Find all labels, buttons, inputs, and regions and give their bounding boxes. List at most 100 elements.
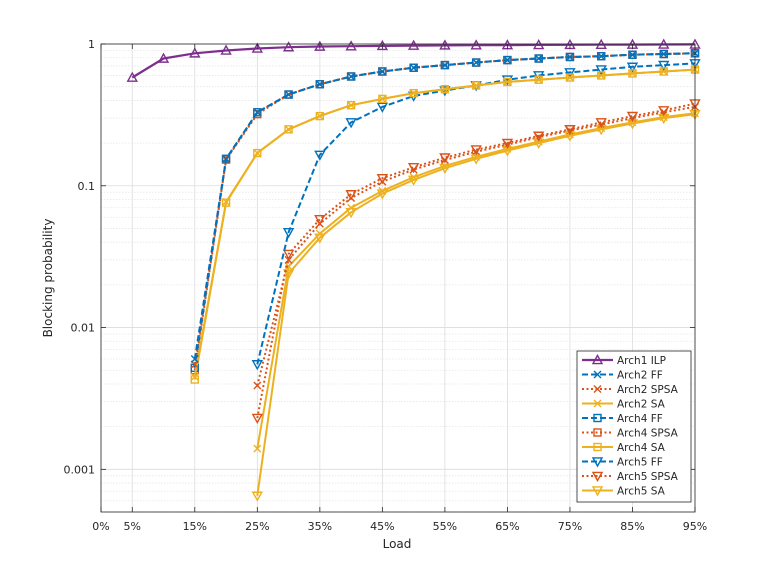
legend-marker bbox=[593, 370, 602, 379]
data-point bbox=[251, 360, 264, 371]
legend-label: Arch2 FF bbox=[617, 370, 663, 382]
data-point bbox=[439, 153, 451, 164]
legend-marker bbox=[591, 471, 604, 482]
data-point bbox=[407, 175, 420, 186]
data-point bbox=[658, 106, 670, 117]
data-point bbox=[378, 67, 387, 76]
x-tick-label: 85% bbox=[620, 520, 644, 533]
legend-label: Arch2 SA bbox=[617, 399, 666, 411]
data-point bbox=[220, 44, 232, 55]
legend-entry: Arch5 SPSA bbox=[582, 471, 679, 483]
data-point bbox=[190, 355, 199, 363]
legend-entry: Arch2 FF bbox=[582, 370, 663, 382]
data-point bbox=[532, 38, 545, 50]
x-axis-label: Load bbox=[383, 537, 412, 551]
data-point bbox=[440, 85, 449, 94]
legend-entry: Arch2 SA bbox=[582, 399, 666, 411]
data-point bbox=[251, 491, 264, 502]
data-point bbox=[345, 118, 357, 129]
legend-entry: Arch4 SA bbox=[582, 442, 666, 454]
data-point bbox=[658, 60, 670, 72]
legend-marker bbox=[593, 442, 602, 452]
tick-labels: 0% 5% 15% 25% 35% 45% 55% 65% 75% 85% 95% 0.001 0.01… bbox=[64, 38, 708, 533]
data-point bbox=[532, 131, 545, 142]
legend-label: Arch4 SPSA bbox=[617, 428, 679, 440]
data-point bbox=[347, 72, 356, 81]
data-point bbox=[190, 372, 199, 381]
data-point bbox=[439, 163, 451, 175]
x-tick-label: 95% bbox=[683, 520, 707, 533]
legend-label: Arch5 SA bbox=[617, 486, 666, 498]
data-point bbox=[595, 118, 607, 129]
data-point bbox=[659, 67, 668, 76]
legend-label: Arch1 ILP bbox=[617, 355, 666, 367]
data-point bbox=[157, 52, 170, 63]
legend-entry: Arch4 FF bbox=[582, 413, 663, 425]
series-line bbox=[256, 62, 696, 365]
data-point bbox=[126, 71, 138, 82]
data-point bbox=[376, 189, 389, 200]
data-point bbox=[284, 262, 293, 271]
x-tick-label: 35% bbox=[308, 520, 332, 533]
data-point bbox=[282, 227, 295, 239]
data-point bbox=[440, 61, 449, 70]
data-point bbox=[284, 125, 293, 134]
data-point bbox=[501, 138, 514, 150]
data-point bbox=[284, 90, 293, 99]
data-point bbox=[314, 215, 326, 226]
data-point bbox=[314, 40, 326, 51]
data-point bbox=[597, 52, 606, 61]
x-tick-label: 45% bbox=[370, 520, 394, 533]
y-axis-label: Blocking probability bbox=[41, 219, 55, 338]
series-line bbox=[131, 43, 696, 79]
legend-label: Arch5 SPSA bbox=[617, 471, 679, 483]
data-point bbox=[345, 190, 357, 201]
legend-entry: Arch5 SA bbox=[582, 486, 666, 498]
legend-label: Arch4 SA bbox=[617, 442, 666, 454]
data-point bbox=[407, 39, 420, 50]
data-point bbox=[189, 47, 201, 58]
legend-marker bbox=[593, 385, 602, 393]
series-arch2-sa bbox=[190, 65, 699, 381]
data-point bbox=[376, 39, 389, 51]
x-tick-label: 75% bbox=[558, 520, 582, 533]
data-point bbox=[315, 80, 324, 89]
data-point bbox=[409, 63, 418, 72]
data-point bbox=[315, 112, 324, 121]
data-point bbox=[564, 131, 576, 142]
data-point bbox=[251, 413, 264, 424]
data-point bbox=[345, 207, 357, 219]
data-point bbox=[253, 108, 262, 117]
series-lines bbox=[126, 38, 701, 502]
data-point bbox=[564, 68, 576, 79]
data-point bbox=[345, 40, 357, 51]
y-tick-label: 0.1 bbox=[78, 180, 96, 193]
data-point bbox=[253, 148, 262, 158]
legend-marker bbox=[593, 413, 602, 423]
data-point bbox=[376, 102, 389, 113]
series-arch5-spsa bbox=[251, 99, 701, 424]
data-point bbox=[564, 125, 576, 136]
legend-marker bbox=[593, 399, 602, 408]
x-tick-label: 55% bbox=[433, 520, 457, 533]
plot-area-frame bbox=[100, 43, 696, 513]
data-point bbox=[534, 75, 543, 84]
data-point bbox=[315, 80, 325, 89]
axes bbox=[100, 43, 696, 513]
data-point bbox=[282, 41, 295, 52]
data-point bbox=[253, 108, 262, 117]
x-tick-label: 65% bbox=[495, 520, 519, 533]
legend-marker bbox=[593, 428, 602, 437]
data-point bbox=[284, 125, 293, 134]
legend-entry: Arch1 ILP bbox=[582, 354, 666, 367]
data-point bbox=[628, 69, 637, 78]
data-point bbox=[314, 150, 326, 161]
data-point bbox=[347, 101, 356, 110]
legend-entry: Arch5 FF bbox=[582, 457, 663, 469]
x-tick-label: 25% bbox=[245, 520, 269, 533]
data-point bbox=[503, 77, 512, 86]
data-point bbox=[659, 50, 668, 59]
y-tick-label: 0.001 bbox=[64, 463, 96, 476]
y-tick-label: 1 bbox=[88, 38, 95, 51]
